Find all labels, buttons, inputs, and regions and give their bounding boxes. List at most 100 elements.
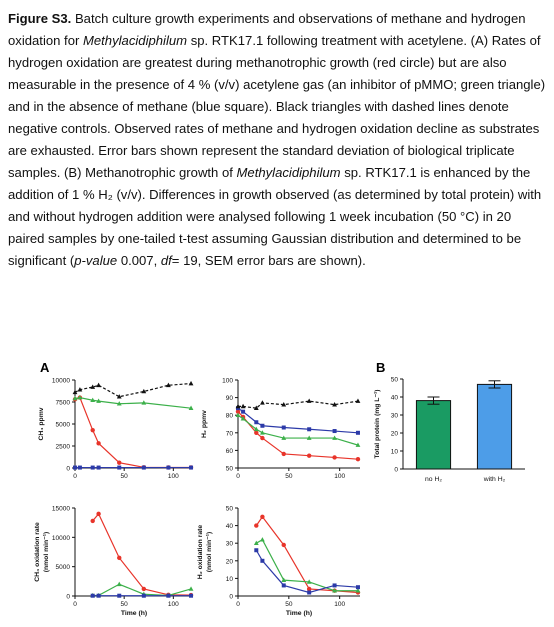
data-point-blue xyxy=(91,594,95,598)
data-point-blue xyxy=(307,427,311,431)
chart-protein: 0 10 20 30 40 50 Total protein (mg L⁻¹) no H₂ wi… xyxy=(374,377,525,484)
y-tick-label: 0 xyxy=(66,466,70,473)
x-axis-label: Time (h) xyxy=(286,610,312,617)
data-point-blue xyxy=(260,424,264,428)
y-tick-label: 100 xyxy=(222,378,233,385)
y-tick-label: 10 xyxy=(391,449,399,456)
x-tick-label: 50 xyxy=(121,601,129,608)
y-tick-label: 2500 xyxy=(56,444,71,451)
y-axis-label-unit: (nmol min⁻¹) xyxy=(43,532,50,573)
y-axis-label: CH₄ ppmv xyxy=(38,407,45,440)
data-point-blue xyxy=(166,466,170,470)
y-axis-label: H₂ oxidation rate xyxy=(197,525,204,580)
chart-ch4rate: 0 5000 10000 15000 CH₄ oxidation rate (nmol m… xyxy=(34,506,193,618)
x-tick-label: 0 xyxy=(73,601,77,608)
x-tick-label: 50 xyxy=(285,473,293,480)
data-point-red xyxy=(96,441,100,445)
y-tick-label: 90 xyxy=(226,395,234,402)
data-point-blue xyxy=(241,410,245,414)
x-tick-label: 100 xyxy=(334,601,345,608)
y-tick-label: 40 xyxy=(391,395,399,402)
data-point-red xyxy=(91,428,95,432)
chart-ch4ppmv: 025005000750010000CH₄ ppmv0 50 100 xyxy=(38,378,193,481)
panel-label-b: B xyxy=(376,360,385,375)
y-tick-label: 15000 xyxy=(52,506,70,513)
y-axis-label: H₂ ppmv xyxy=(201,410,208,438)
data-point-blue xyxy=(97,466,101,470)
data-point-blue xyxy=(73,466,77,470)
data-point-red xyxy=(96,512,100,516)
data-point-black xyxy=(189,381,194,385)
x-tick-label: 100 xyxy=(334,473,345,480)
y-tick-label: 30 xyxy=(226,541,234,548)
y-tick-label: 5000 xyxy=(56,422,71,429)
series-line-red xyxy=(256,517,358,593)
data-point-red xyxy=(260,515,264,519)
data-point-blue xyxy=(307,590,311,594)
data-point-red xyxy=(282,452,286,456)
data-point-red xyxy=(260,436,264,440)
x-tick-label: 100 xyxy=(168,601,179,608)
data-point-red xyxy=(91,519,95,523)
y-tick-label: 80 xyxy=(226,413,234,420)
data-point-red xyxy=(307,453,311,457)
caption-text-2: sp. RTK17.1 following treatment with ace… xyxy=(8,33,545,180)
y-tick-label: 20 xyxy=(226,558,234,565)
data-point-red xyxy=(282,543,286,547)
data-point-blue xyxy=(97,594,101,598)
y-tick-label: 50 xyxy=(226,466,234,473)
x-axis-label: Time (h) xyxy=(121,610,147,617)
data-point-black xyxy=(96,383,101,387)
chart-h2rate: 01020304050H₂ oxidation rate (nmol min⁻¹)… xyxy=(197,506,360,618)
data-point-blue xyxy=(166,594,170,598)
p-value-label: p-value xyxy=(74,253,117,268)
figure-caption: Figure S3. Batch culture growth experime… xyxy=(8,8,548,272)
data-point-red xyxy=(254,523,258,527)
data-point-blue xyxy=(333,429,337,433)
y-tick-label: 60 xyxy=(226,448,234,455)
y-tick-label: 0 xyxy=(229,594,233,601)
category-label: with H₂ xyxy=(483,476,506,483)
data-point-blue xyxy=(78,466,82,470)
data-point-green xyxy=(260,537,265,541)
data-point-black xyxy=(307,399,312,403)
y-tick-label: 40 xyxy=(226,523,234,530)
x-tick-label: 50 xyxy=(285,601,293,608)
x-tick-label: 0 xyxy=(73,473,77,480)
data-point-blue xyxy=(117,594,121,598)
y-tick-label: 70 xyxy=(226,430,234,437)
series-line-red xyxy=(93,514,191,595)
data-point-blue xyxy=(356,585,360,589)
x-tick-label: 50 xyxy=(121,473,129,480)
data-point-blue xyxy=(189,594,193,598)
y-axis-label: Total protein (mg L⁻¹) xyxy=(374,389,381,458)
data-point-blue xyxy=(91,466,95,470)
organism-name-2: Methylacidiphilum xyxy=(237,165,341,180)
data-point-blue xyxy=(254,548,258,552)
y-tick-label: 0 xyxy=(66,594,70,601)
data-point-blue xyxy=(142,594,146,598)
bar-1 xyxy=(477,384,511,469)
y-tick-label: 10 xyxy=(226,576,234,583)
bar-0 xyxy=(416,401,450,469)
data-point-blue xyxy=(260,559,264,563)
y-tick-label: 30 xyxy=(391,413,399,420)
y-tick-label: 50 xyxy=(391,377,399,384)
data-point-blue xyxy=(142,466,146,470)
y-axis-label: CH₄ oxidation rate xyxy=(34,522,41,582)
data-point-blue xyxy=(189,466,193,470)
data-point-blue xyxy=(282,426,286,430)
data-point-red xyxy=(117,461,121,465)
df-label: df xyxy=(161,253,172,268)
y-tick-label: 10000 xyxy=(52,378,70,385)
data-point-green xyxy=(117,582,122,586)
category-label: no H₂ xyxy=(425,476,442,483)
caption-text-5: = 19, SEM error bars are shown). xyxy=(172,253,366,268)
y-tick-label: 10000 xyxy=(52,535,70,542)
data-point-black xyxy=(241,404,246,408)
caption-text-4: 0.007, xyxy=(117,253,161,268)
data-point-red xyxy=(332,455,336,459)
data-point-red xyxy=(356,457,360,461)
